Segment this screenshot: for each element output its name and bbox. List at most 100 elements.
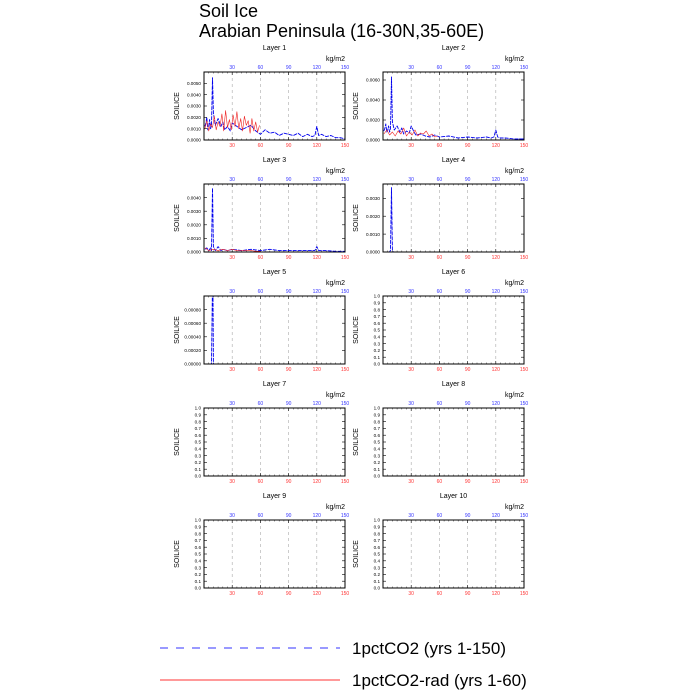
x-tick-label-top: 90 bbox=[286, 289, 292, 295]
chart-panel-9: Layer 9 kg/m2 SOILICE 30 30 60 60 90 90 120 120 150… bbox=[174, 493, 349, 597]
x-tick-label-bottom: 90 bbox=[286, 367, 292, 373]
y-tick-label: 0.0010 bbox=[187, 126, 201, 131]
figure-title: Soil Ice bbox=[199, 1, 259, 21]
chart-panels: Layer 1 kg/m2 SOILICE 30 30 60 60 90 90 120 120 150… bbox=[174, 45, 529, 597]
panel-units-label: kg/m2 bbox=[505, 168, 524, 175]
x-tick-label-bottom: 60 bbox=[258, 591, 264, 597]
y-tick-label: 0.3 bbox=[374, 565, 381, 570]
y-tick-label: 0.5 bbox=[195, 552, 202, 557]
x-tick-label-top: 120 bbox=[492, 65, 501, 71]
x-tick-label-bottom: 90 bbox=[465, 367, 471, 373]
x-tick-label-top: 60 bbox=[437, 177, 443, 183]
y-tick-label: 0.0050 bbox=[187, 81, 201, 86]
x-tick-label-top: 150 bbox=[520, 177, 529, 183]
panel-title: Layer 4 bbox=[442, 157, 465, 164]
x-tick-label-bottom: 60 bbox=[258, 255, 264, 261]
y-tick-label: 0.0060 bbox=[366, 78, 380, 83]
y-tick-label: 0.0000 bbox=[366, 250, 380, 255]
series-line-red bbox=[204, 247, 261, 252]
y-tick-label: 0.8 bbox=[374, 419, 381, 424]
x-tick-label-top: 150 bbox=[341, 513, 350, 519]
plot-frame bbox=[203, 519, 346, 589]
y-tick-label: 0.1 bbox=[195, 579, 202, 584]
y-axis-label: SOILICE bbox=[353, 316, 360, 344]
y-tick-label: 0.1 bbox=[374, 467, 381, 472]
x-tick-label-top: 150 bbox=[341, 401, 350, 407]
x-tick-label-top: 150 bbox=[341, 177, 350, 183]
y-tick-label: 0.8 bbox=[195, 531, 202, 536]
x-tick-label-bottom: 90 bbox=[286, 479, 292, 485]
y-tick-label: 0.9 bbox=[374, 413, 381, 418]
y-tick-label: 0.2 bbox=[195, 460, 202, 465]
x-tick-label-top: 60 bbox=[258, 513, 264, 519]
y-tick-label: 0.6 bbox=[195, 545, 202, 550]
y-axis-label: SOILICE bbox=[353, 540, 360, 568]
panel-units-label: kg/m2 bbox=[505, 504, 524, 511]
x-tick-label-bottom: 90 bbox=[286, 591, 292, 597]
x-tick-label-top: 120 bbox=[492, 177, 501, 183]
y-tick-label: 0.9 bbox=[195, 413, 202, 418]
y-tick-label: 0.5 bbox=[374, 440, 381, 445]
panel-title: Layer 1 bbox=[263, 45, 286, 52]
chart-panel-4: Layer 4 kg/m2 SOILICE 30 30 60 60 90 90 120 120 150… bbox=[353, 157, 528, 261]
y-axis-label: SOILICE bbox=[174, 92, 181, 120]
x-tick-label-top: 120 bbox=[313, 289, 322, 295]
y-tick-label: 0.0030 bbox=[366, 196, 380, 201]
x-tick-label-top: 120 bbox=[492, 289, 501, 295]
y-tick-label: 0.1 bbox=[374, 355, 381, 360]
x-tick-label-bottom: 150 bbox=[341, 255, 350, 261]
plot-frame bbox=[203, 407, 346, 477]
panel-title: Layer 10 bbox=[440, 493, 467, 500]
y-tick-label: 0.3 bbox=[374, 341, 381, 346]
figure-title-block: Soil Ice Arabian Peninsula (16-30N,35-60… bbox=[199, 1, 484, 41]
x-tick-label-top: 30 bbox=[408, 401, 414, 407]
y-tick-label: 0.7 bbox=[195, 538, 202, 543]
y-tick-label: 0.5 bbox=[374, 552, 381, 557]
x-tick-label-top: 60 bbox=[258, 401, 264, 407]
y-tick-label: 0.6 bbox=[374, 321, 381, 326]
y-tick-label: 0.00000 bbox=[184, 362, 201, 367]
chart-panel-10: Layer 10 kg/m2 SOILICE 30 30 60 60 90 90 120 120 15… bbox=[353, 493, 528, 597]
x-tick-label-bottom: 120 bbox=[313, 479, 322, 485]
x-tick-label-top: 60 bbox=[258, 65, 264, 71]
y-tick-label: 0.0020 bbox=[366, 214, 380, 219]
y-tick-label: 0.0000 bbox=[187, 250, 201, 255]
panel-units-label: kg/m2 bbox=[326, 56, 345, 63]
x-tick-label-top: 60 bbox=[437, 513, 443, 519]
x-tick-label-bottom: 120 bbox=[492, 367, 501, 373]
x-tick-label-top: 90 bbox=[286, 401, 292, 407]
y-tick-label: 0.0040 bbox=[187, 92, 201, 97]
x-tick-label-bottom: 90 bbox=[286, 255, 292, 261]
x-tick-label-bottom: 60 bbox=[258, 479, 264, 485]
x-tick-label-top: 30 bbox=[408, 513, 414, 519]
x-tick-label-top: 90 bbox=[465, 401, 471, 407]
y-tick-label: 0.00080 bbox=[184, 307, 201, 312]
x-tick-label-bottom: 90 bbox=[465, 255, 471, 261]
y-tick-label: 0.3 bbox=[195, 453, 202, 458]
x-tick-label-top: 90 bbox=[286, 65, 292, 71]
y-tick-label: 0.7 bbox=[195, 426, 202, 431]
plot-frame bbox=[382, 183, 525, 253]
y-tick-label: 0.3 bbox=[195, 565, 202, 570]
x-tick-label-bottom: 30 bbox=[408, 367, 414, 373]
series-line-blue bbox=[204, 77, 345, 140]
x-tick-label-bottom: 120 bbox=[492, 479, 501, 485]
y-tick-label: 0.2 bbox=[374, 348, 381, 353]
y-tick-label: 1.0 bbox=[195, 518, 202, 523]
x-tick-label-top: 30 bbox=[408, 177, 414, 183]
x-tick-label-bottom: 60 bbox=[258, 367, 264, 373]
y-tick-label: 0.6 bbox=[374, 545, 381, 550]
x-tick-label-top: 90 bbox=[465, 289, 471, 295]
y-tick-label: 0.7 bbox=[374, 426, 381, 431]
y-tick-label: 0.4 bbox=[374, 335, 381, 340]
y-tick-label: 0.0020 bbox=[187, 115, 201, 120]
chart-legend: 1pctCO2 (yrs 1-150) 1pctCO2-rad (yrs 1-60… bbox=[160, 639, 527, 690]
x-tick-label-top: 150 bbox=[520, 289, 529, 295]
panel-title: Layer 3 bbox=[263, 157, 286, 164]
x-tick-label-top: 150 bbox=[520, 401, 529, 407]
x-tick-label-top: 120 bbox=[313, 513, 322, 519]
plot-frame bbox=[203, 71, 346, 141]
y-tick-label: 0.0010 bbox=[187, 236, 201, 241]
x-tick-label-top: 120 bbox=[313, 177, 322, 183]
x-tick-label-bottom: 90 bbox=[465, 479, 471, 485]
